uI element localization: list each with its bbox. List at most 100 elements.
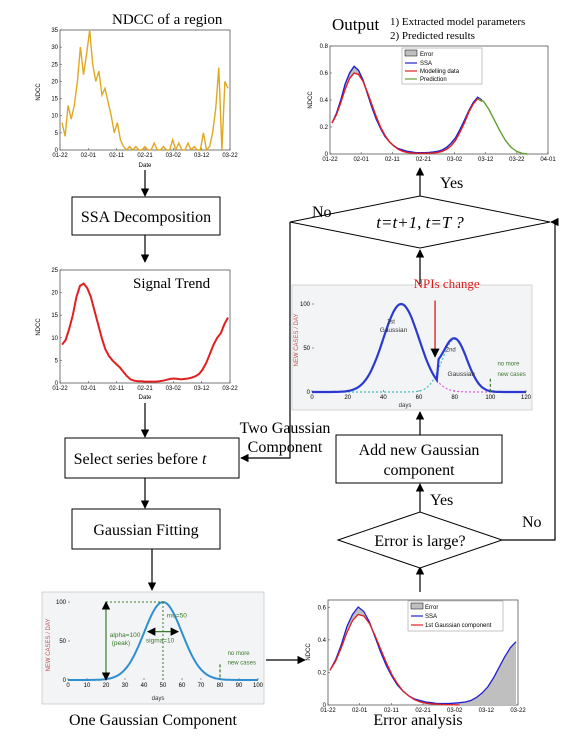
y-tick-label: 0 <box>307 390 311 396</box>
x-tick-label: 02-21 <box>415 708 431 714</box>
error-ylabel: NDCC <box>306 643 312 661</box>
x-tick-label: 02-01 <box>81 153 97 159</box>
output-xticks: 01-22 02-01 02-11 02-21 03-02 03-12 03-22 04-01 <box>322 152 556 163</box>
yes-bottom-label: Yes <box>430 492 453 509</box>
x-tick-label: 20 <box>344 395 351 401</box>
no-more-annotation: no more <box>228 651 251 657</box>
y-tick-label: 10 <box>51 114 58 120</box>
error-legend-error: Error <box>425 605 438 611</box>
output-legend-model: Modelling data <box>420 69 460 75</box>
x-tick-label: 02-11 <box>109 386 125 392</box>
y-tick-label: 0.4 <box>320 98 329 104</box>
x-tick-label: 01-22 <box>52 153 68 159</box>
x-tick-label: 03-12 <box>194 153 210 159</box>
ssa-decomposition-box: SSA Decomposition <box>71 196 221 236</box>
error-legend: Error SSA 1st Gaussian component <box>407 600 504 632</box>
two-new-cases-annotation: new cases <box>497 372 525 378</box>
one-gauss-xlabel: days <box>152 696 165 702</box>
x-tick-label: 03-22 <box>222 153 238 159</box>
no-bottom-label: No <box>522 514 542 531</box>
ndcc-xlabel: Date <box>139 163 152 169</box>
y-tick-label: 0.4 <box>318 638 327 644</box>
x-tick-label: 02-01 <box>81 386 97 392</box>
peak-annotation: (peak) <box>112 640 130 647</box>
gaussian-fitting-box: Gaussian Fitting <box>71 508 221 550</box>
npis-change-label: NPIs change <box>414 276 480 291</box>
y-tick-label: 0.6 <box>318 605 327 611</box>
x-tick-label: 0 <box>310 395 314 401</box>
second-gaussian-label: Gaussian <box>448 371 476 378</box>
two-gauss-annotations: NPIs change 1st Gaussian 2nd Gaussian no more… <box>380 276 526 392</box>
x-tick-label: 40 <box>380 395 387 401</box>
x-tick-label: 03-22 <box>510 708 526 714</box>
y-tick-label: 30 <box>51 45 58 51</box>
x-tick-label: 60 <box>179 683 186 689</box>
ndcc-xticks: 01-22 02-01 02-11 02-21 03-02 03-12 03-22 <box>52 148 238 159</box>
y-tick-label: 5 <box>55 131 59 137</box>
two-gauss-caption-1: Two Gaussian <box>240 420 331 437</box>
ndcc-panel: 0 5 10 15 20 25 30 35 01-22 02-01 02-11 02-21 03-02… <box>36 12 238 169</box>
yes-top-label: Yes <box>440 175 463 192</box>
x-tick-label: 100 <box>253 683 264 689</box>
output-ssa-line <box>331 65 483 154</box>
new-cases-annotation: new cases <box>228 660 256 666</box>
trend-yticks: 0 5 10 15 20 25 <box>51 268 62 387</box>
x-tick-label: 30 <box>122 683 129 689</box>
x-tick-label: 02-01 <box>352 708 368 714</box>
y-tick-label: 0.8 <box>320 44 329 50</box>
ndcc-ylabel: NDCC <box>36 83 42 101</box>
output-item-1: 1) Extracted model parameters <box>390 16 525 28</box>
error-gaussian-line <box>329 613 460 706</box>
y-tick-label: 0 <box>55 148 59 154</box>
y-tick-label: 15 <box>51 313 58 319</box>
y-tick-label: 0 <box>323 703 327 709</box>
select-series-label: Select series before <box>74 451 202 468</box>
y-tick-label: 20 <box>51 79 58 85</box>
ndcc-title: NDCC of a region <box>112 12 223 28</box>
output-yticks: 0 0.2 0.4 0.6 0.8 <box>320 44 332 158</box>
arrow-no-to-tcheck <box>502 217 559 541</box>
x-tick-label: 20 <box>103 683 110 689</box>
y-tick-label: 0.6 <box>320 71 329 77</box>
x-tick-label: 01-22 <box>320 708 336 714</box>
x-tick-label: 90 <box>236 683 243 689</box>
x-tick-label: 01-22 <box>322 157 338 163</box>
output-legend-error: Error <box>420 52 433 58</box>
x-tick-label: 03-02 <box>447 708 463 714</box>
output-legend: Error SSA Modelling data Prediction <box>401 47 483 85</box>
y-tick-label: 100 <box>56 600 67 606</box>
x-tick-label: 01-22 <box>52 386 68 392</box>
select-series-t: t <box>202 451 207 468</box>
x-tick-label: 03-12 <box>194 386 210 392</box>
ssa-decomposition-label: SSA Decomposition <box>81 209 211 226</box>
x-tick-label: 02-01 <box>353 157 369 163</box>
y-tick-label: 50 <box>303 346 310 352</box>
y-tick-label: 0 <box>63 678 67 684</box>
y-tick-label: 0.2 <box>318 670 327 676</box>
gaussian-fitting-label: Gaussian Fitting <box>93 522 198 539</box>
add-gaussian-box: Add new Gaussian component <box>335 434 503 484</box>
x-tick-label: 02-21 <box>416 157 432 163</box>
x-tick-label: 70 <box>198 683 205 689</box>
x-tick-label: 50 <box>160 683 167 689</box>
two-gauss-xlabel: days <box>399 403 412 409</box>
x-tick-label: 02-11 <box>384 708 400 714</box>
y-tick-label: 25 <box>51 62 58 68</box>
sigma-annotation: sigma=10 <box>146 638 175 645</box>
output-ylabel: NDCC <box>308 91 314 109</box>
add-gaussian-line2: component <box>383 462 455 479</box>
error-ssa-line <box>329 606 517 705</box>
error-legend-gauss: 1st Gaussian component <box>425 623 492 629</box>
error-analysis-caption: Error analysis <box>373 712 462 729</box>
two-gauss-panel: 0 50 100 0 20 40 60 80 100 120 NPIs change 1st Gau… <box>291 276 533 411</box>
t-check-diamond: t=t+1, t=T ? <box>289 195 551 249</box>
output-title: Output <box>332 15 380 34</box>
output-panel: 00.20.40.60.8 01-22 02-01 02-11 02-21 03-02 0… <box>308 44 556 163</box>
x-tick-label: 0 <box>66 683 70 689</box>
svg-text:Select series before t: Select series before t <box>74 451 207 468</box>
y-tick-label: 0 <box>325 152 329 158</box>
y-tick-label: 50 <box>59 639 66 645</box>
y-tick-label: 5 <box>55 358 59 364</box>
error-xticks: 01-22 02-01 02-11 02-21 03-02 03-12 03-22 <box>320 703 526 714</box>
